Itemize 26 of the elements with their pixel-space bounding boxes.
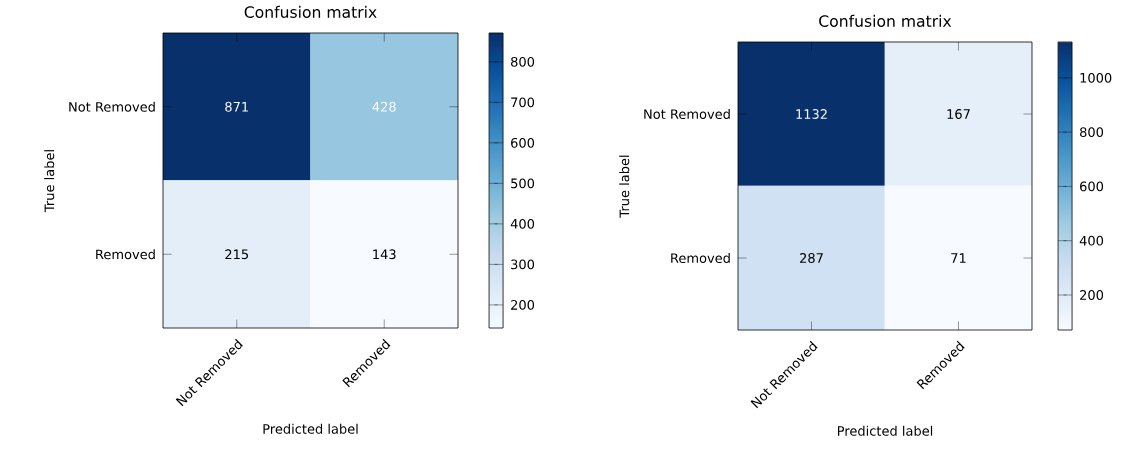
color-bar-label: 300 [511,259,535,270]
chart-title: Confusion matrix [244,5,377,18]
x-axis-title: Predicted label [837,425,933,436]
y-axis-title: True label [619,155,630,218]
chart-title: Confusion matrix [819,14,952,27]
color-bar-label: 600 [511,137,535,148]
color-bar-label: 600 [1080,181,1104,192]
data-label: 167 [947,109,970,119]
color-bar-label: 400 [1079,235,1104,246]
data-label: 143 [373,249,396,260]
color-bar-label: 800 [1080,127,1104,138]
data-label: 871 [225,101,248,112]
data-label: 287 [800,253,823,263]
data-label: 71 [951,253,966,263]
color-bar-label: 200 [1080,290,1104,300]
color-bar-label: 200 [511,300,535,310]
color-bar-label: 500 [511,178,535,189]
x-axis-title: Predicted label [263,423,358,434]
color-bar-label: 1000 [1080,72,1112,83]
color-bar-label: 400 [510,218,535,229]
y-axis-title: True label [44,150,55,213]
data-label: 1132 [796,109,827,119]
color-bar-label: 800 [511,56,535,67]
color-bar-label: 700 [511,97,535,108]
data-label: 215 [225,249,248,260]
data-label: 428 [372,101,396,112]
